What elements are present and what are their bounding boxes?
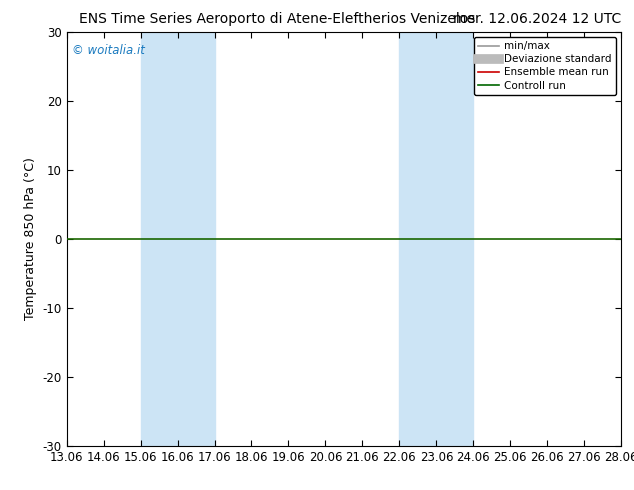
- Text: mer. 12.06.2024 12 UTC: mer. 12.06.2024 12 UTC: [453, 12, 621, 26]
- Y-axis label: Temperature 850 hPa (°C): Temperature 850 hPa (°C): [24, 157, 37, 320]
- Text: © woitalia.it: © woitalia.it: [72, 44, 145, 57]
- Bar: [141, 32, 214, 446]
- Text: ENS Time Series Aeroporto di Atene-Eleftherios Venizelos: ENS Time Series Aeroporto di Atene-Eleft…: [79, 12, 476, 26]
- Bar: [399, 32, 474, 446]
- Legend: min/max, Deviazione standard, Ensemble mean run, Controll run: min/max, Deviazione standard, Ensemble m…: [474, 37, 616, 95]
